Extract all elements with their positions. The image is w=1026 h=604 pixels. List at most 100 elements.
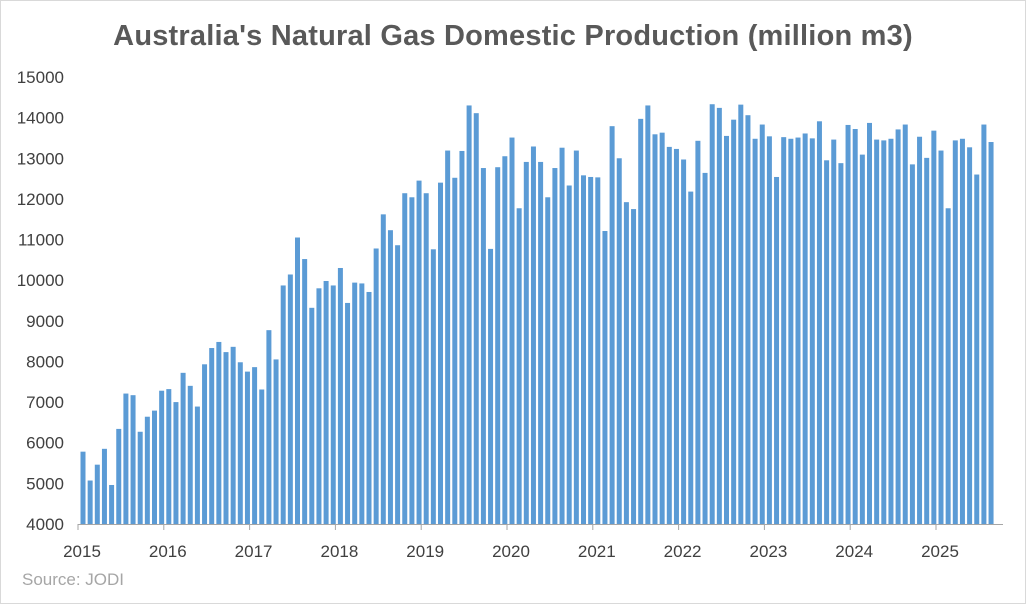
bar [523, 161, 529, 524]
bar [302, 259, 308, 524]
bar [802, 133, 808, 525]
bar [745, 115, 751, 524]
bar [466, 105, 472, 524]
bar [673, 148, 679, 524]
y-tick-label: 9000 [26, 312, 64, 331]
bar [459, 150, 465, 524]
bar [295, 237, 300, 524]
bar [316, 288, 322, 524]
bar [559, 147, 565, 524]
x-tick-label: 2023 [749, 542, 787, 561]
bar [974, 174, 980, 524]
x-tick-label: 2016 [149, 542, 187, 561]
bar [395, 245, 401, 525]
bar [602, 231, 608, 524]
x-tick-label: 2022 [664, 542, 702, 561]
bar [838, 163, 844, 524]
bar [266, 330, 272, 524]
bar [609, 126, 615, 525]
bar [223, 352, 229, 524]
bar [938, 150, 944, 525]
bar [888, 138, 894, 524]
y-tick-label: 10000 [17, 271, 64, 290]
chart-title: Australia's Natural Gas Domestic Product… [113, 20, 913, 52]
bar [631, 209, 637, 524]
bar [473, 113, 479, 525]
bar [152, 410, 157, 524]
bar [588, 176, 594, 524]
bar [766, 136, 772, 524]
bar [516, 208, 522, 524]
y-tick-label: 12000 [17, 190, 64, 209]
bar [530, 146, 536, 525]
bar [202, 364, 208, 524]
bar [387, 230, 393, 524]
x-tick-label: 2024 [835, 542, 873, 561]
x-tick-label: 2025 [921, 542, 959, 561]
bar [945, 208, 951, 524]
bar [409, 197, 415, 524]
y-tick-label: 11000 [18, 231, 64, 250]
bar [566, 185, 572, 524]
source-note: Source: JODI [22, 570, 125, 589]
bar [416, 180, 422, 524]
bar [752, 138, 758, 524]
bar [917, 136, 923, 525]
bar [209, 348, 215, 524]
bar [659, 132, 665, 525]
bar [681, 159, 687, 525]
bar [366, 291, 372, 524]
bar [352, 282, 358, 524]
bar [652, 134, 658, 525]
bar [859, 154, 865, 524]
x-axis: 2015 2016 2017 2018 2019 2020 2021 2022 2023 2024… [63, 524, 1003, 561]
bar [373, 248, 379, 525]
bar [695, 140, 701, 525]
bar [895, 129, 901, 525]
bar [423, 193, 429, 524]
bar [959, 138, 965, 524]
bar [967, 147, 973, 525]
bar [845, 124, 851, 524]
bar [738, 104, 744, 524]
bar [495, 167, 501, 524]
bar [952, 140, 958, 524]
bar [94, 464, 100, 524]
bar [194, 406, 200, 524]
bar [130, 395, 136, 524]
bar [816, 121, 822, 524]
y-tick-label: 14000 [17, 109, 64, 128]
bar [87, 480, 93, 524]
x-tick-label: 2019 [406, 542, 444, 561]
bar [645, 105, 651, 524]
bar [638, 118, 644, 525]
bar [252, 367, 258, 524]
bar [280, 285, 286, 524]
bar [244, 371, 250, 524]
bar [237, 362, 243, 524]
bar [731, 119, 737, 525]
bar [180, 372, 186, 524]
x-tick-label: 2020 [492, 542, 530, 561]
x-tick-label: 2018 [320, 542, 358, 561]
bar [623, 202, 629, 524]
bar [552, 168, 558, 524]
bar [259, 389, 265, 524]
bar [509, 137, 515, 525]
bar [781, 137, 787, 524]
bar [445, 150, 451, 525]
bar [809, 138, 815, 525]
bar [909, 164, 915, 524]
bar [874, 139, 880, 524]
bar [187, 385, 193, 524]
bar [144, 416, 150, 524]
bar [345, 302, 351, 524]
bar [795, 137, 801, 525]
x-tick-label: 2015 [63, 542, 101, 561]
bar [788, 138, 794, 524]
bar [230, 346, 236, 524]
bar [774, 176, 780, 524]
bar [666, 146, 672, 524]
y-tick-label: 13000 [17, 149, 64, 168]
